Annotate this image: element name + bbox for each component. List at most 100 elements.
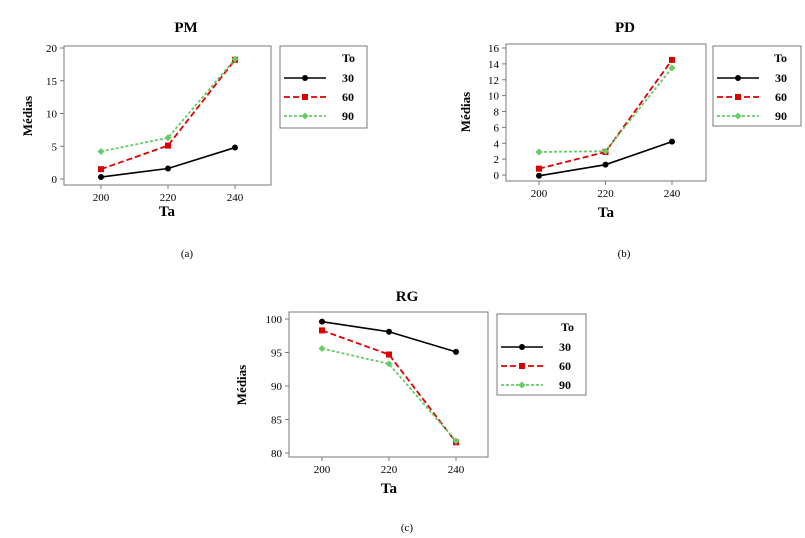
y-axis: 0 2 4 6 8 10 12 14 16 xyxy=(488,43,506,182)
y-tick-label: 12 xyxy=(488,75,499,87)
x-tick-label: 200 xyxy=(93,192,110,204)
chart-caption: (c) xyxy=(401,522,414,534)
legend: To 30 60 90 xyxy=(712,45,802,127)
series-lines xyxy=(318,318,460,446)
y-tick-label: 10 xyxy=(488,91,500,103)
legend-title: To xyxy=(561,320,574,334)
x-tick-label: 220 xyxy=(160,192,177,204)
y-axis: 80 85 90 95 100 xyxy=(266,314,289,460)
legend-marker-90 xyxy=(301,112,309,120)
data-point-30 xyxy=(319,318,325,325)
data-point-90 xyxy=(164,134,172,142)
chart-pm: PM 0 5 10 15 20 200 220 240 Ta Médias To 30 60 9… xyxy=(20,20,368,260)
series-line-60 xyxy=(321,329,457,443)
data-point-30 xyxy=(386,328,392,335)
y-tick-label: 100 xyxy=(266,314,283,326)
x-axis: 200 220 240 xyxy=(531,181,681,200)
y-tick-label: 10 xyxy=(46,109,58,121)
legend-marker-60 xyxy=(735,94,741,100)
chart-caption: (a) xyxy=(181,248,194,260)
x-tick-label: 240 xyxy=(664,188,681,200)
data-point-30 xyxy=(536,172,542,179)
chart-caption: (b) xyxy=(618,248,631,260)
y-axis-label: Médias xyxy=(458,92,473,132)
data-point-30 xyxy=(602,161,609,168)
y-axis-label: Médias xyxy=(234,365,249,405)
data-point-60 xyxy=(319,327,325,334)
y-tick-label: 0 xyxy=(52,174,58,186)
legend-label-60: 60 xyxy=(559,359,571,373)
legend-marker-90 xyxy=(734,112,742,120)
legend: To 30 60 90 xyxy=(279,45,368,129)
x-tick-label: 200 xyxy=(531,188,548,200)
chart-title: RG xyxy=(396,289,419,305)
legend-label-30: 30 xyxy=(559,340,571,354)
y-tick-label: 4 xyxy=(494,138,500,150)
y-tick-label: 90 xyxy=(271,381,283,393)
legend-box xyxy=(279,45,368,129)
legend-marker-60 xyxy=(302,94,308,100)
data-point-90 xyxy=(231,55,239,63)
data-point-90 xyxy=(318,344,326,352)
x-axis-label: Ta xyxy=(598,205,615,221)
y-axis-label: Médias xyxy=(20,96,35,136)
x-tick-label: 220 xyxy=(597,188,614,200)
x-tick-label: 240 xyxy=(227,192,244,204)
legend-label-30: 30 xyxy=(775,71,787,85)
y-axis: 0 5 10 15 20 xyxy=(46,43,64,186)
legend-label-60: 60 xyxy=(775,90,787,104)
legend-label-30: 30 xyxy=(342,71,354,85)
data-point-30 xyxy=(232,144,238,151)
data-point-90 xyxy=(385,360,393,368)
data-point-30 xyxy=(453,348,459,355)
legend-marker-30 xyxy=(519,344,525,350)
x-axis-label: Ta xyxy=(381,481,398,497)
y-tick-label: 8 xyxy=(494,107,500,119)
plot-frame xyxy=(505,43,707,182)
data-point-90 xyxy=(602,147,609,155)
series-line-30 xyxy=(538,140,673,177)
series-line-90 xyxy=(321,347,457,442)
y-tick-label: 20 xyxy=(46,43,58,55)
y-tick-label: 80 xyxy=(271,448,283,460)
x-axis: 200 220 240 xyxy=(314,457,465,476)
y-tick-label: 16 xyxy=(488,43,500,55)
chart-pd: PD 0 2 4 6 8 10 12 14 16 200 220 240 Ta Médias To … xyxy=(458,20,802,260)
y-tick-label: 95 xyxy=(271,348,283,360)
y-tick-label: 2 xyxy=(494,154,500,166)
legend-box xyxy=(712,45,802,127)
y-tick-label: 6 xyxy=(494,122,500,134)
data-point-60 xyxy=(386,351,392,358)
data-point-90 xyxy=(668,64,676,72)
y-tick-label: 14 xyxy=(488,59,500,71)
x-tick-label: 220 xyxy=(381,464,398,476)
legend-marker-90 xyxy=(518,381,526,389)
y-tick-label: 85 xyxy=(271,415,283,427)
y-tick-label: 0 xyxy=(494,170,500,182)
legend: To 30 60 90 xyxy=(496,313,587,396)
series-line-90 xyxy=(100,58,236,153)
data-point-60 xyxy=(536,165,542,172)
legend-label-90: 90 xyxy=(559,378,571,392)
legend-label-60: 60 xyxy=(342,90,354,104)
series-line-90 xyxy=(538,67,673,153)
plot-frame xyxy=(63,45,272,186)
series-lines xyxy=(535,56,676,179)
data-point-90 xyxy=(97,147,105,155)
x-axis-label: Ta xyxy=(159,204,176,220)
chart-rg: RG 80 85 90 95 100 200 220 240 Ta Médias To 30… xyxy=(234,289,587,534)
chart-title: PD xyxy=(615,20,635,36)
legend-marker-30 xyxy=(302,75,308,81)
legend-title: To xyxy=(342,51,355,65)
legend-title: To xyxy=(774,51,787,65)
data-point-30 xyxy=(669,138,675,145)
data-point-60 xyxy=(98,166,104,173)
legend-label-90: 90 xyxy=(342,109,354,123)
data-point-90 xyxy=(452,437,460,445)
data-point-30 xyxy=(98,174,104,181)
x-tick-label: 200 xyxy=(314,464,331,476)
legend-marker-60 xyxy=(519,363,525,369)
x-tick-label: 240 xyxy=(448,464,465,476)
data-point-60 xyxy=(669,56,675,63)
y-tick-label: 15 xyxy=(46,76,58,88)
